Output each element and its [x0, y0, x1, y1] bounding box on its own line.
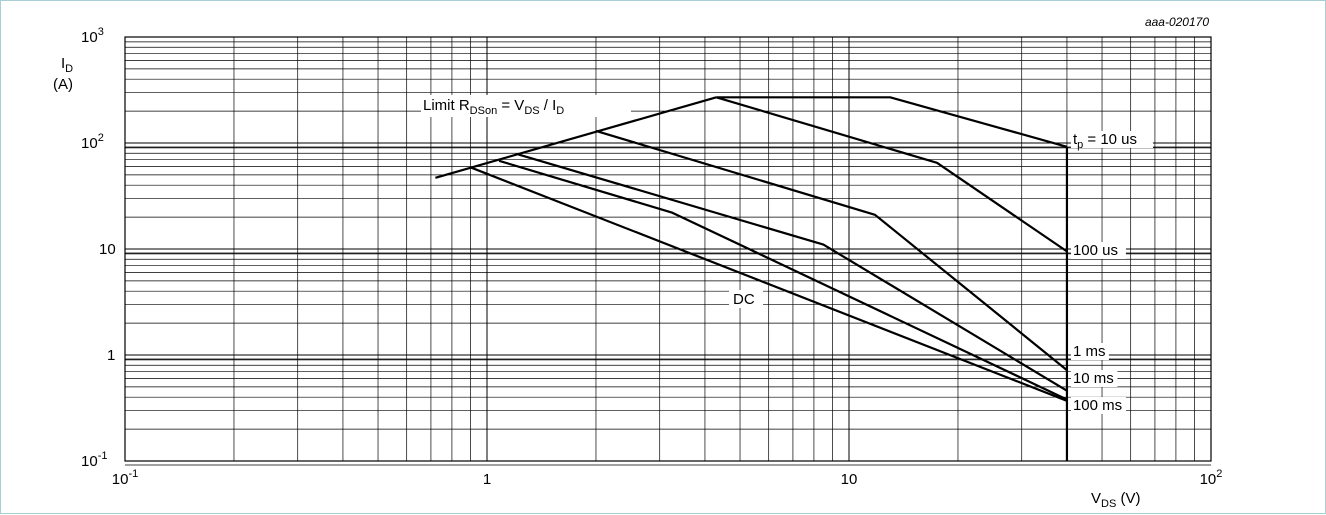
- soa-curve-4: [498, 159, 1068, 401]
- series-label-bg: [1070, 397, 1126, 414]
- soa-curves: [435, 96, 1069, 461]
- limit-label: Limit RDSon = VDS / ID: [423, 97, 564, 117]
- series-label-bg: [1070, 131, 1153, 148]
- limit-label-bg: [421, 95, 631, 117]
- series-label-3: 10 ms: [1073, 370, 1114, 387]
- x-tick-label: 102: [1200, 468, 1223, 488]
- series-label-bg: [1070, 370, 1118, 387]
- x-axis-label: VDS (V): [1091, 490, 1140, 510]
- soa-curve-3: [517, 153, 1068, 392]
- soa-curve-2: [595, 129, 1068, 371]
- y-tick-label: 103: [81, 26, 104, 46]
- y-tick-label: 10: [99, 241, 116, 258]
- y-axis-label: ID: [61, 55, 73, 75]
- y-tick-label: 10-1: [81, 450, 107, 470]
- dc-label-bg: [729, 290, 763, 308]
- series-label-1: 100 us: [1073, 242, 1118, 259]
- y-tick-label: 102: [81, 132, 104, 152]
- rdson-limit-line: [435, 96, 717, 179]
- series-label-2: 1 ms: [1073, 343, 1106, 360]
- major-grid: [124, 36, 1212, 466]
- series-label-bg: [1070, 242, 1126, 259]
- x-tick-label: 1: [483, 471, 491, 488]
- x-tick-label: 10-1: [112, 468, 138, 488]
- series-label-4: 100 ms: [1073, 397, 1122, 414]
- chart-labels: tp = 10 us 100 us 1 ms 10 ms 100 ms DC Limit R…: [53, 55, 1153, 510]
- y-tick-label: 1: [107, 347, 115, 364]
- figure-code: aaa-020170: [1145, 15, 1209, 29]
- dc-label: DC: [733, 291, 755, 308]
- series-label-bg: [1070, 343, 1109, 360]
- y-axis-unit: (A): [53, 76, 73, 93]
- series-label-0: tp = 10 us: [1073, 131, 1137, 151]
- soa-curve-1: [715, 96, 1068, 253]
- x-tick-label: 10: [841, 471, 858, 488]
- soa-curve-5: [469, 166, 1068, 402]
- soa-curve-0: [716, 96, 1068, 148]
